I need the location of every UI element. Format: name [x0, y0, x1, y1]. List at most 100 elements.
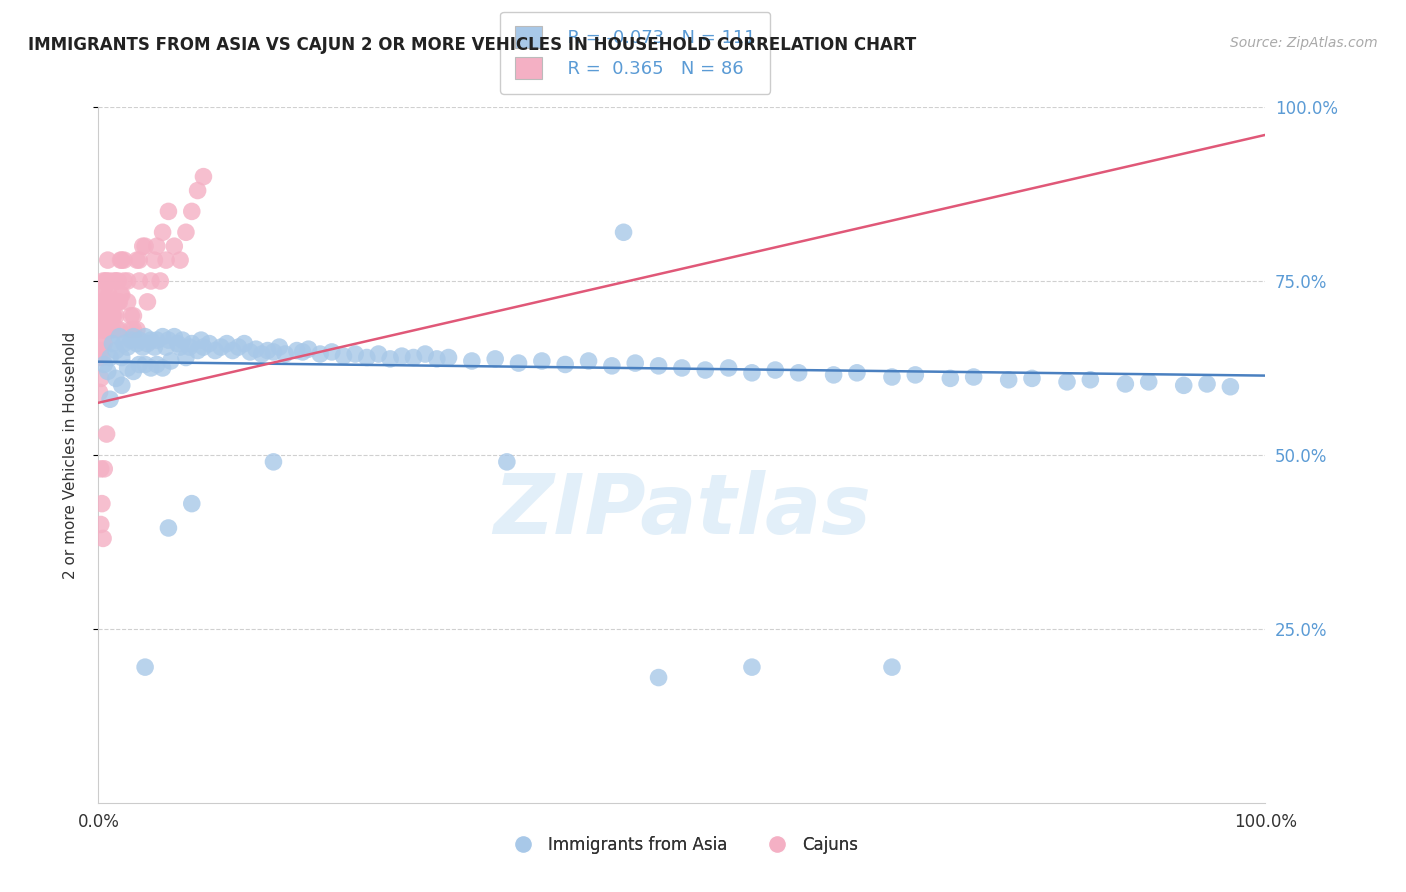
- Point: [91, 532, 114, 546]
- Point: [139, 360, 162, 375]
- Point: [90, 343, 112, 358]
- Point: [880, 660, 903, 674]
- Point: [96, 427, 118, 442]
- Point: [1114, 376, 1136, 391]
- Point: [139, 274, 162, 288]
- Point: [402, 351, 425, 365]
- Point: [204, 343, 226, 358]
- Point: [111, 378, 134, 392]
- Point: [112, 253, 135, 268]
- Point: [134, 239, 156, 253]
- Point: [146, 333, 169, 347]
- Point: [117, 274, 139, 288]
- Point: [787, 366, 810, 380]
- Point: [112, 274, 135, 288]
- Point: [262, 455, 284, 469]
- Point: [132, 340, 155, 354]
- Point: [90, 371, 112, 385]
- Point: [209, 340, 232, 354]
- Point: [262, 345, 284, 359]
- Point: [97, 253, 120, 268]
- Point: [97, 323, 120, 337]
- Point: [107, 294, 129, 309]
- Point: [104, 371, 127, 385]
- Point: [166, 336, 188, 351]
- Point: [880, 370, 903, 384]
- Point: [1195, 376, 1218, 391]
- Point: [180, 497, 202, 511]
- Point: [285, 343, 308, 358]
- Point: [98, 392, 121, 407]
- Point: [508, 356, 530, 370]
- Point: [578, 354, 600, 368]
- Point: [233, 336, 256, 351]
- Point: [356, 351, 378, 365]
- Point: [437, 351, 460, 365]
- Point: [117, 340, 139, 354]
- Point: [89, 351, 111, 365]
- Point: [90, 462, 112, 476]
- Point: [98, 309, 121, 323]
- Point: [128, 333, 150, 347]
- Point: [193, 340, 215, 354]
- Point: [152, 329, 174, 343]
- Point: [111, 288, 134, 302]
- Point: [110, 288, 132, 302]
- Point: [94, 323, 117, 337]
- Point: [122, 364, 145, 378]
- Point: [93, 294, 115, 309]
- Point: [108, 294, 131, 309]
- Point: [269, 340, 291, 354]
- Point: [96, 274, 118, 288]
- Point: [157, 333, 180, 347]
- Point: [89, 323, 111, 337]
- Point: [647, 671, 669, 685]
- Point: [97, 323, 120, 337]
- Point: [93, 281, 115, 295]
- Point: [120, 323, 142, 337]
- Point: [250, 347, 273, 361]
- Point: [180, 336, 202, 351]
- Point: [274, 347, 297, 361]
- Point: [98, 294, 121, 309]
- Text: IMMIGRANTS FROM ASIA VS CAJUN 2 OR MORE VEHICLES IN HOUSEHOLD CORRELATION CHART: IMMIGRANTS FROM ASIA VS CAJUN 2 OR MORE …: [28, 36, 917, 54]
- Point: [125, 323, 148, 337]
- Point: [90, 351, 112, 365]
- Point: [159, 354, 181, 368]
- Point: [149, 274, 172, 288]
- Point: [155, 253, 177, 268]
- Point: [152, 225, 174, 239]
- Point: [187, 184, 209, 198]
- Point: [939, 371, 962, 385]
- Point: [155, 340, 177, 354]
- Point: [134, 329, 156, 343]
- Point: [1173, 378, 1195, 392]
- Legend: Immigrants from Asia, Cajuns: Immigrants from Asia, Cajuns: [499, 830, 865, 861]
- Point: [367, 347, 389, 361]
- Point: [962, 370, 984, 384]
- Point: [128, 358, 150, 372]
- Point: [163, 239, 186, 253]
- Point: [221, 343, 243, 358]
- Point: [97, 294, 120, 309]
- Point: [100, 294, 122, 309]
- Point: [107, 274, 129, 288]
- Point: [763, 363, 786, 377]
- Point: [1137, 375, 1160, 389]
- Point: [190, 333, 212, 347]
- Point: [100, 323, 122, 337]
- Point: [215, 336, 238, 351]
- Point: [110, 253, 132, 268]
- Point: [104, 274, 127, 288]
- Point: [169, 340, 191, 354]
- Point: [146, 239, 169, 253]
- Point: [309, 347, 332, 361]
- Point: [90, 323, 112, 337]
- Point: [93, 462, 115, 476]
- Point: [193, 169, 215, 184]
- Point: [163, 329, 186, 343]
- Point: [239, 345, 262, 359]
- Point: [108, 329, 131, 343]
- Point: [93, 358, 115, 372]
- Point: [101, 309, 124, 323]
